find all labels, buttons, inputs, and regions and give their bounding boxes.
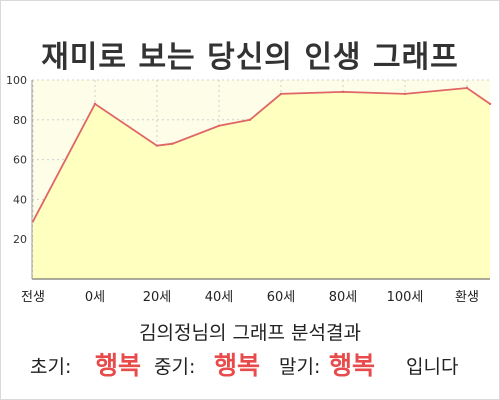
- ending-text: 입니다: [406, 356, 459, 378]
- late-label: 말기:: [279, 356, 321, 378]
- analysis-subtitle: 김의정님의 그래프 분석결과: [139, 322, 361, 344]
- chart-title: 재미로 보는 당신의 인생 그래프: [41, 40, 459, 75]
- middle-value: 행복: [214, 351, 261, 380]
- y-tick-label: 40: [13, 193, 27, 206]
- data-point: [217, 124, 221, 127]
- data-point: [248, 118, 252, 122]
- x-tick-label: 20세: [143, 290, 172, 305]
- x-tick-label: 60세: [267, 290, 296, 305]
- middle-label: 중기:: [154, 356, 196, 378]
- y-axis-ticks: 20 40 60 80 100: [6, 74, 27, 246]
- data-point: [465, 86, 469, 90]
- late-value: 행복: [329, 351, 376, 380]
- data-point: [403, 92, 407, 96]
- early-label: 초기:: [30, 356, 72, 378]
- x-tick-label: 전생: [21, 290, 45, 305]
- y-tick-label: 20: [13, 233, 27, 246]
- x-tick-label: 80세: [329, 290, 358, 305]
- y-tick-label: 100: [6, 74, 27, 87]
- x-tick-label: 40세: [205, 290, 234, 305]
- early-value: 행복: [95, 351, 142, 380]
- data-point: [171, 142, 174, 145]
- x-tick-label: 100세: [387, 290, 424, 305]
- data-point: [488, 102, 492, 106]
- x-tick-label: 환생: [455, 290, 479, 305]
- data-point: [341, 90, 345, 94]
- analysis-result: 초기: 행복 중기: 행복 말기: 행복 입니다: [0, 346, 500, 382]
- y-tick-label: 60: [13, 154, 27, 167]
- data-points: [31, 86, 492, 223]
- data-point: [279, 92, 283, 96]
- x-axis-ticks: 전생 0세 20세 40세 60세 80세 100세 환생: [21, 290, 479, 305]
- x-tick-label: 0세: [85, 290, 105, 305]
- y-tick-label: 80: [13, 114, 27, 127]
- data-point: [155, 144, 159, 147]
- life-area: [33, 88, 490, 279]
- data-point: [93, 102, 97, 106]
